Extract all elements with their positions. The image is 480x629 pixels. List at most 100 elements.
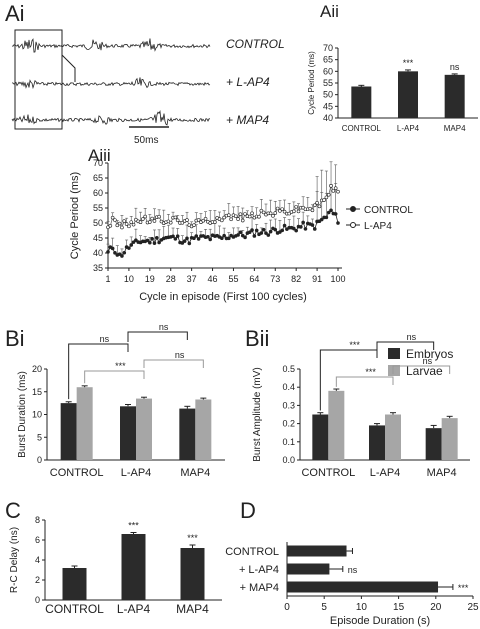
bi-y-tick-label: 5 — [37, 432, 42, 442]
c-y-tick-label: 0 — [35, 595, 40, 605]
aiii-data-point — [333, 186, 338, 191]
aiii-legend-label: L-AP4 — [364, 221, 392, 232]
c-y-tick-label: 8 — [35, 515, 40, 525]
bi-significance-bracket — [84, 370, 145, 384]
aiii-series-l-ap4 — [106, 161, 340, 230]
aiii-y-tick-label: 65 — [93, 173, 103, 183]
panel-label-bi: Bi — [5, 326, 25, 351]
bii-significance-bracket — [392, 365, 451, 374]
aiii-data-point — [154, 235, 159, 240]
d-bar-1 — [287, 563, 330, 575]
aiii-data-point — [194, 234, 199, 238]
d-category-label: CONTROL — [225, 546, 279, 558]
aiii-data-point — [175, 234, 180, 238]
c-significance-label: *** — [187, 533, 198, 543]
bii-y-tick-label: 0.1 — [282, 437, 295, 447]
chart-aiii-cycle-period-over-episode: 35 40 45 50 55 60 65 70 1 10 19 28 37 46 55 64 73 82 91 100… — [69, 158, 413, 303]
aiii-x-tick-label: 100 — [330, 274, 345, 284]
bii-significance-label: ns — [407, 332, 417, 342]
trace-line-0 — [11, 38, 211, 53]
aiii-data-point — [220, 236, 224, 240]
aiii-data-point — [213, 220, 217, 224]
aiii-data-point — [247, 230, 252, 235]
aiii-data-point — [317, 204, 322, 209]
aiii-data-point — [331, 189, 336, 193]
aiii-data-point — [236, 233, 240, 237]
aiii-data-point — [257, 214, 261, 219]
panel-label-c: C — [5, 498, 21, 523]
aiii-data-point — [238, 230, 243, 235]
aii-category-label: MAP4 — [444, 124, 466, 133]
aiii-data-point — [324, 195, 329, 200]
legend-label-larvae: Larvae — [406, 364, 443, 378]
aiii-data-point — [127, 224, 131, 229]
bii-category-label: CONTROL — [301, 467, 355, 479]
bi-category-label: MAP4 — [180, 467, 210, 479]
aiii-data-point — [196, 237, 201, 241]
bii-y-tick-label: 0.3 — [282, 400, 295, 410]
legend-embryos-larvae: Embryos Larvae — [388, 347, 453, 378]
aiii-data-point — [240, 233, 245, 238]
bi-significance-label: ns — [100, 334, 110, 344]
aii-significance-label: ns — [450, 62, 460, 72]
aiii-data-point — [254, 228, 259, 233]
bi-y-tick-label: 20 — [32, 364, 42, 374]
bi-significance-bracket — [143, 359, 204, 368]
aiii-data-point — [220, 218, 224, 223]
bii-category-label: L-AP4 — [370, 467, 401, 479]
aiii-data-point — [150, 236, 154, 241]
c-bar-control — [62, 568, 87, 600]
bi-bar-larvae-map4 — [195, 399, 212, 460]
panel-label-ai: Ai — [5, 1, 25, 26]
bii-bar-larvae-control — [328, 390, 345, 460]
bi-category-label: CONTROL — [50, 467, 104, 479]
trace-line-1 — [11, 77, 211, 90]
aiii-data-point — [175, 218, 180, 223]
aiii-legend-marker — [350, 206, 356, 212]
bi-y-tick-label: 10 — [32, 410, 42, 420]
aiii-data-point — [329, 208, 333, 213]
aiii-data-point — [292, 226, 296, 231]
aiii-data-point — [129, 243, 134, 247]
aiii-data-point — [145, 238, 150, 243]
aiii-y-tick-label: 70 — [93, 158, 103, 168]
aii-y-tick-label: 65 — [323, 55, 333, 65]
aiii-data-point — [122, 250, 127, 255]
d-x-axis-label: Episode Duration (s) — [330, 615, 430, 627]
aiii-data-point — [201, 218, 206, 223]
aiii-data-point — [233, 214, 238, 219]
aiii-data-point — [148, 240, 152, 245]
panel-label-aii: Aii — [320, 2, 339, 21]
aii-y-tick-label: 60 — [323, 66, 333, 76]
aiii-data-point — [322, 198, 326, 202]
aiii-data-point — [273, 227, 278, 232]
legend-swatch-embryos — [388, 348, 400, 359]
aiii-data-point — [299, 225, 303, 229]
panel-label-aiii: Aiii — [88, 146, 111, 165]
aiii-data-point — [138, 220, 143, 224]
bii-y-axis-label: Burst Amplitude (mV) — [252, 367, 263, 461]
aiii-data-point — [229, 217, 233, 222]
d-x-tick-label: 20 — [430, 602, 442, 613]
aiii-data-point — [182, 239, 187, 243]
aiii-data-point — [280, 228, 285, 233]
aiii-data-point — [127, 246, 131, 250]
aii-y-tick-label: 40 — [323, 113, 333, 123]
aiii-data-point — [308, 206, 312, 211]
aiii-data-point — [268, 211, 273, 216]
aiii-y-tick-label: 45 — [93, 233, 103, 243]
aiii-data-point — [122, 219, 127, 223]
bii-significance-label: *** — [349, 340, 360, 350]
bi-y-tick-label: 0 — [37, 455, 42, 465]
aiii-data-point — [247, 214, 252, 219]
aiii-data-point — [336, 189, 340, 194]
aiii-data-point — [336, 221, 340, 225]
aiii-x-tick-label: 10 — [124, 274, 134, 284]
bi-significance-label: ns — [175, 350, 185, 360]
bii-bar-embryos-control — [312, 414, 329, 460]
aiii-data-point — [259, 231, 264, 235]
bii-bar-larvae-map4 — [441, 418, 458, 460]
aiii-data-point — [326, 210, 331, 215]
aiii-x-tick-label: 28 — [166, 274, 176, 284]
